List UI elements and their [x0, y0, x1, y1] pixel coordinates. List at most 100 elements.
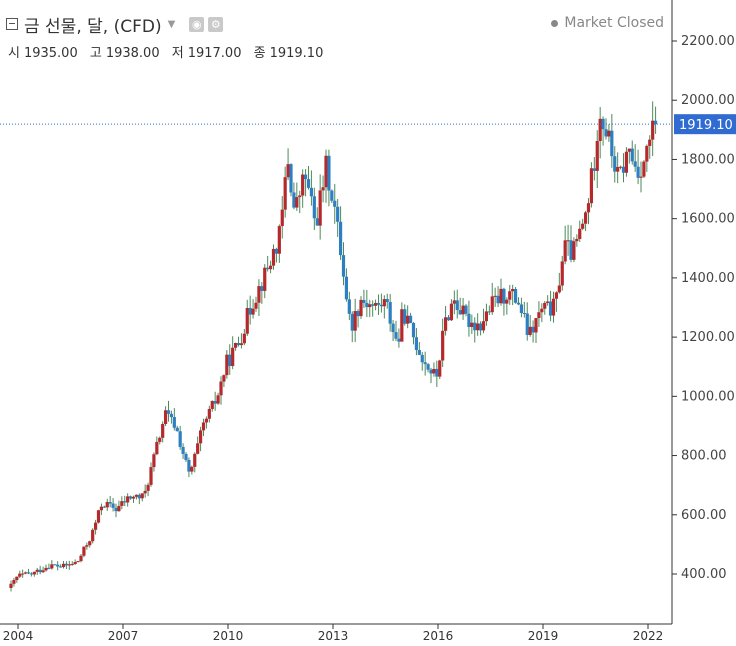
- candle-body: [286, 164, 290, 178]
- close-value: 1919.10: [269, 46, 324, 61]
- candle-body: [478, 323, 483, 331]
- candle-body: [137, 494, 141, 499]
- candle-body: [79, 555, 83, 562]
- candle-body: [18, 573, 22, 577]
- candle-body: [630, 148, 634, 162]
- chart-title: 금 선물, 달, (CFD): [24, 16, 162, 37]
- candle-body: [35, 569, 39, 572]
- candle-body: [146, 484, 150, 491]
- candle-body: [82, 546, 86, 556]
- candle-body: [184, 453, 188, 460]
- candle-body: [648, 139, 652, 146]
- candle-body: [225, 354, 229, 376]
- y-tick-label: 2000.00: [681, 93, 735, 108]
- candle-body: [330, 190, 334, 201]
- candles-layer: [9, 101, 658, 592]
- candle-body: [315, 218, 319, 226]
- candle-body: [636, 166, 640, 178]
- candle-body: [540, 308, 544, 313]
- candle-body: [449, 303, 454, 321]
- candle-body: [642, 161, 646, 177]
- y-tick-label: 1200.00: [681, 330, 735, 345]
- candle-body: [455, 300, 459, 311]
- candle-body: [26, 572, 31, 574]
- candle-body: [301, 174, 305, 196]
- y-tick-label: 800.00: [681, 449, 727, 464]
- candle-body: [592, 168, 596, 171]
- candle-body: [32, 571, 36, 575]
- candle-body: [190, 466, 194, 472]
- candle-body: [73, 562, 77, 565]
- candle-body: [333, 200, 337, 207]
- candle-body: [58, 566, 63, 568]
- candle-body: [53, 564, 57, 566]
- candle-body: [128, 496, 133, 499]
- candle-body: [581, 223, 585, 229]
- candle-body: [604, 129, 608, 137]
- candle-body: [359, 299, 363, 317]
- candle-body: [245, 307, 249, 334]
- candle-body: [64, 563, 69, 566]
- candle-body: [12, 580, 16, 584]
- candle-body: [388, 302, 392, 324]
- candle-body: [618, 166, 623, 168]
- candle-body: [169, 413, 174, 418]
- candle-body: [172, 417, 176, 428]
- candle-body: [233, 342, 238, 348]
- candle-body: [394, 332, 398, 339]
- candle-body: [283, 177, 287, 210]
- candle-body: [531, 326, 535, 333]
- y-tick-label: 1800.00: [681, 152, 735, 167]
- candle-body: [219, 381, 223, 396]
- gear-icon[interactable]: ⚙: [208, 16, 224, 32]
- candle-body: [298, 195, 302, 198]
- candle-body: [438, 360, 442, 377]
- x-tick-label: 2016: [423, 629, 454, 643]
- candle-body: [589, 168, 594, 204]
- y-tick-label: 600.00: [681, 508, 727, 523]
- candle-body: [443, 317, 448, 331]
- candle-body: [429, 369, 433, 374]
- candle-body: [505, 299, 509, 304]
- candle-body: [595, 140, 599, 171]
- candle-body: [29, 573, 34, 575]
- candle-body: [198, 430, 203, 444]
- candle-body: [551, 298, 556, 316]
- candle-body: [23, 572, 28, 574]
- open-label: 시: [8, 46, 20, 61]
- candle-body: [400, 309, 404, 342]
- candle-body: [91, 529, 95, 542]
- candle-body: [61, 563, 66, 568]
- tool-icons: ◉ ⚙: [185, 16, 224, 32]
- candle-body: [557, 285, 561, 293]
- candle-body: [309, 187, 314, 197]
- candle-body: [96, 510, 101, 523]
- candle-body: [187, 459, 191, 472]
- candle-body: [522, 312, 526, 314]
- candle-body: [56, 564, 60, 567]
- low-value: 1917.00: [187, 46, 242, 61]
- candle-body: [248, 307, 252, 315]
- x-tick-label: 2022: [633, 629, 664, 643]
- candle-body: [257, 286, 261, 303]
- candle-body: [318, 190, 322, 226]
- candle-body: [207, 408, 211, 419]
- market-status-label: Market Closed: [564, 15, 664, 31]
- candle-body: [88, 541, 92, 546]
- x-axis: 2004 2007 2010 2013 2016 2019 2022: [3, 624, 664, 643]
- market-status: Market Closed: [551, 15, 664, 31]
- candle-body: [263, 267, 267, 291]
- candle-body: [163, 410, 168, 424]
- candle-body: [347, 299, 351, 314]
- candle-body: [266, 267, 270, 270]
- y-axis: 400.00 600.00 800.00 1000.00 1200.00 1400.00 1…: [672, 34, 735, 582]
- collapse-icon[interactable]: [6, 18, 18, 30]
- caret-down-icon[interactable]: ▼: [167, 18, 176, 30]
- eye-icon[interactable]: ◉: [189, 16, 205, 32]
- candle-body: [432, 368, 436, 374]
- candle-body: [598, 118, 602, 141]
- candle-body: [528, 326, 532, 335]
- low-label: 저: [171, 46, 184, 61]
